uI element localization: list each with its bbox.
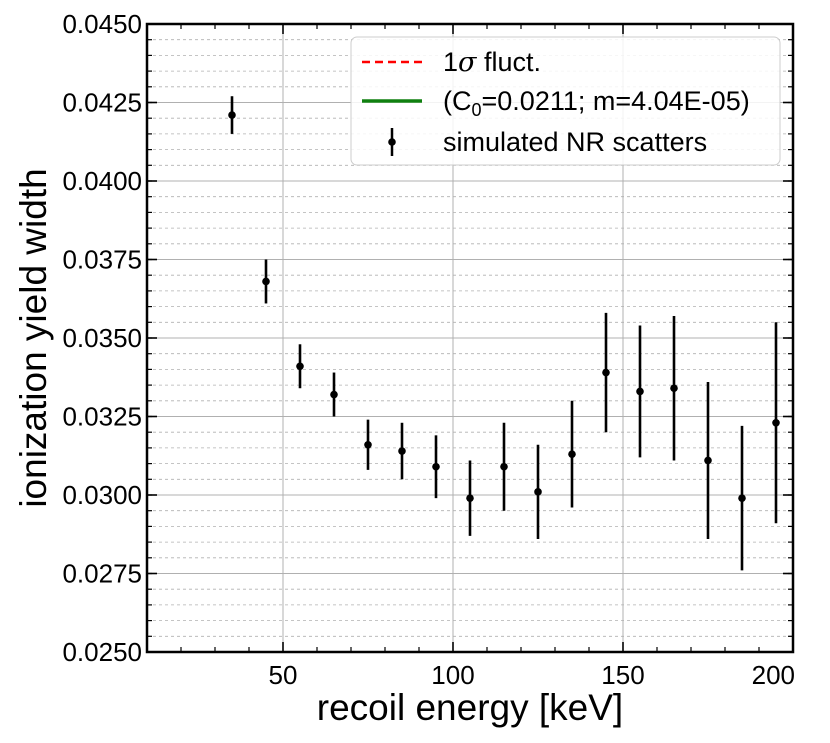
marker-13 xyxy=(670,384,678,393)
y-axis-label: ionization yield width xyxy=(13,168,54,507)
marker-16 xyxy=(772,418,780,427)
legend-box xyxy=(350,36,781,166)
data-point-10 xyxy=(568,400,576,508)
marker-11 xyxy=(602,368,610,377)
x-tick-label-2: 150 xyxy=(601,660,644,690)
marker-2 xyxy=(296,362,304,371)
y-tick-label-7: 0.0425 xyxy=(62,88,142,118)
marker-0 xyxy=(228,111,236,119)
y-tick-label-8: 0.0450 xyxy=(62,9,142,39)
axis-ticks xyxy=(147,23,794,653)
marker-15 xyxy=(738,494,746,502)
data-point-5 xyxy=(398,422,406,480)
marker-6 xyxy=(432,462,440,471)
marker-8 xyxy=(500,462,508,471)
marker-5 xyxy=(398,447,406,455)
data-point-1 xyxy=(262,259,270,304)
data-point-4 xyxy=(364,419,372,470)
y-tick-label-6: 0.0400 xyxy=(62,166,142,196)
sample-curve-3 xyxy=(181,0,793,7)
sample-curve-11 xyxy=(181,0,793,8)
data-point-12 xyxy=(636,325,644,458)
y-tick-label-0: 0.0250 xyxy=(62,637,142,667)
data-point-16 xyxy=(772,322,780,524)
legend-data-swatch xyxy=(388,128,396,156)
data-point-6 xyxy=(432,435,440,499)
sample-curve-16 xyxy=(181,0,793,19)
y-tick-label-5: 0.0375 xyxy=(62,245,142,275)
data-point-2 xyxy=(296,344,304,389)
y-tick-label-2: 0.0300 xyxy=(62,480,142,510)
x-tick-labels: 50 100 150 200 xyxy=(269,660,795,690)
y-tick-label-3: 0.0325 xyxy=(62,402,142,432)
sample-curve-22 xyxy=(181,0,793,5)
legend: 1σ fluct. (C0=0.0211; m=4.04E-05) simula… xyxy=(350,36,781,166)
data-point-3 xyxy=(330,372,338,417)
x-tick-label-0: 50 xyxy=(269,660,298,690)
marker-1 xyxy=(262,277,270,286)
data-points xyxy=(228,96,780,571)
y-tick-label-1: 0.0275 xyxy=(62,559,142,589)
sample-curve-21 xyxy=(181,0,793,13)
data-point-13 xyxy=(670,316,678,461)
posterior-sample-curves xyxy=(181,0,793,19)
data-point-11 xyxy=(602,312,610,433)
marker-10 xyxy=(568,450,576,458)
x-axis-label: recoil energy [keV] xyxy=(317,687,623,728)
marker-14 xyxy=(704,456,712,465)
marker-12 xyxy=(636,387,644,396)
marker-3 xyxy=(330,390,338,399)
y-tick-label-4: 0.0350 xyxy=(62,323,142,353)
legend-data-label: simulated NR scatters xyxy=(443,127,707,157)
data-point-7 xyxy=(466,460,474,536)
data-point-9 xyxy=(534,444,542,539)
y-tick-labels: 0.0250 0.0275 0.0300 0.0325 0.0350 0.0375 0.04… xyxy=(62,9,142,667)
marker-7 xyxy=(466,494,474,502)
legend-fit-label: (C0=0.0211; m=4.04E-05) xyxy=(443,86,750,120)
x-tick-label-3: 200 xyxy=(752,660,795,690)
data-point-14 xyxy=(704,381,712,539)
marker-9 xyxy=(534,488,542,496)
data-point-15 xyxy=(738,425,746,571)
data-point-0 xyxy=(228,96,236,134)
x-tick-label-1: 100 xyxy=(431,660,474,690)
legend-fluct-label: 1σ fluct. xyxy=(443,47,541,78)
data-point-8 xyxy=(500,422,508,511)
marker-4 xyxy=(364,440,372,449)
